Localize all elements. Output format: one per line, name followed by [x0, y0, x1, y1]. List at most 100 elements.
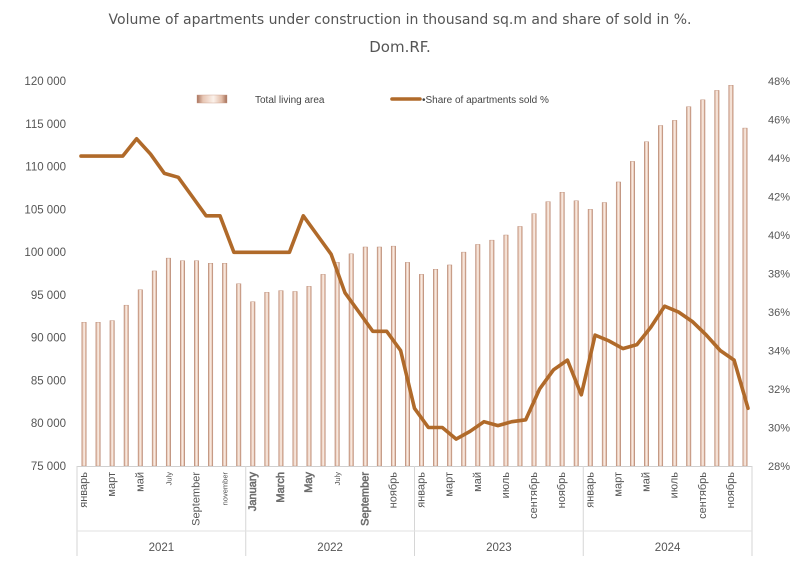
x-tick-label: сентябрь [528, 472, 540, 519]
x-tick-label: March [275, 472, 287, 503]
bar [433, 269, 439, 467]
y-left-tick-label: 80 000 [31, 418, 66, 430]
bar [81, 322, 87, 467]
bar [123, 304, 129, 467]
x-tick-label: ноябрь [556, 472, 568, 509]
y-left-tick-label: 90 000 [31, 333, 66, 345]
x-tick-label: november [221, 472, 230, 506]
x-tick-label: July [164, 472, 173, 486]
bar [517, 226, 523, 467]
x-tick-label: январь [416, 472, 428, 508]
y-right-tick-label: 48% [768, 76, 790, 88]
year-label: 2023 [486, 542, 512, 554]
legend-bar-swatch [196, 94, 228, 104]
y-right-tick-label: 38% [768, 269, 790, 281]
bar [137, 289, 143, 467]
y-left-tick-label: 100 000 [24, 247, 66, 259]
y-left-tick-label: 110 000 [25, 162, 66, 174]
x-tick-label: июль [669, 472, 681, 499]
x-tick-label: май [472, 472, 484, 492]
bar [292, 291, 298, 467]
year-label: 2021 [149, 542, 175, 554]
y-right-tick-label: 28% [768, 461, 790, 473]
chart-subtitle: Dom.RF. [369, 38, 431, 56]
bar [222, 263, 228, 467]
bar-series [81, 85, 748, 467]
x-tick-label: September [191, 472, 203, 526]
bar [109, 320, 115, 467]
bar [390, 245, 396, 467]
bar [95, 322, 101, 467]
y-left-tick-label: 115 000 [25, 119, 66, 131]
x-tick-label: May [303, 472, 315, 493]
y-right-tick-label: 44% [768, 153, 790, 165]
bar [601, 202, 607, 467]
bar [559, 192, 565, 467]
bar [306, 286, 312, 467]
bar [180, 260, 185, 467]
bar [531, 213, 537, 467]
x-tick-label: September [359, 472, 371, 526]
line-series [79, 137, 750, 441]
bar [644, 141, 649, 467]
bar [362, 246, 368, 467]
legend-bar-label: Total living area [255, 95, 325, 106]
bar [615, 181, 621, 467]
bar [151, 270, 157, 467]
bar [545, 201, 551, 467]
y-right-tick-label: 46% [768, 115, 790, 127]
y-axis-left: 75 000 80 000 85 000 90 000 95 000 100 000 105… [24, 76, 66, 473]
bar [700, 99, 706, 467]
x-tick-label: март [444, 472, 456, 497]
legend: Total living area •Share of apartments so… [196, 94, 549, 106]
y-right-tick-label: 30% [768, 423, 790, 435]
bar [208, 263, 214, 467]
bar [278, 290, 284, 467]
y-right-tick-label: 36% [768, 307, 790, 319]
x-tick-label: январь [584, 472, 596, 508]
y-left-tick-label: 120 000 [24, 76, 66, 88]
y-left-tick-label: 75 000 [31, 461, 66, 473]
year-label: 2022 [317, 542, 343, 554]
x-tick-label: май [134, 472, 146, 492]
legend-line-label: •Share of apartments sold % [422, 95, 549, 106]
x-tick-label: июль [500, 472, 512, 499]
y-axis-right: 28% 30% 32% 34% 36% 38% 40% 42% 44% 46% 48% [768, 76, 790, 473]
bar [742, 127, 748, 467]
bar [587, 209, 593, 467]
bar [714, 90, 720, 467]
y-right-tick-label: 32% [768, 384, 790, 396]
x-axis: 2021 2022 2023 2024 январь март май July Septemb… [76, 466, 753, 556]
x-tick-label: July [333, 472, 342, 486]
bar [573, 200, 579, 467]
y-left-tick-label: 85 000 [31, 375, 66, 387]
share-sold-line [79, 137, 750, 441]
bar [630, 161, 635, 467]
bar [334, 262, 340, 467]
bar [728, 85, 734, 467]
x-tick-label: ноябрь [387, 472, 399, 509]
y-right-tick-label: 34% [768, 346, 790, 358]
x-tick-label: январь [78, 472, 90, 508]
y-left-tick-label: 95 000 [31, 290, 66, 302]
bar [405, 262, 410, 467]
y-right-tick-label: 40% [768, 230, 790, 242]
x-tick-label: ноябрь [725, 472, 737, 509]
y-right-tick-label: 42% [768, 192, 790, 204]
x-tick-label: май [641, 472, 653, 492]
year-label: 2024 [655, 542, 681, 554]
bar [236, 283, 242, 467]
bar [658, 125, 664, 467]
bar [165, 257, 171, 467]
bar [250, 301, 256, 467]
bar [264, 292, 270, 467]
bar [419, 274, 424, 467]
x-tick-label: март [612, 472, 624, 497]
bar [376, 246, 382, 467]
y-left-tick-label: 105 000 [24, 204, 66, 216]
bar [475, 244, 481, 467]
x-tick-label: January [247, 472, 259, 512]
bar [320, 274, 326, 467]
bar [194, 260, 199, 467]
